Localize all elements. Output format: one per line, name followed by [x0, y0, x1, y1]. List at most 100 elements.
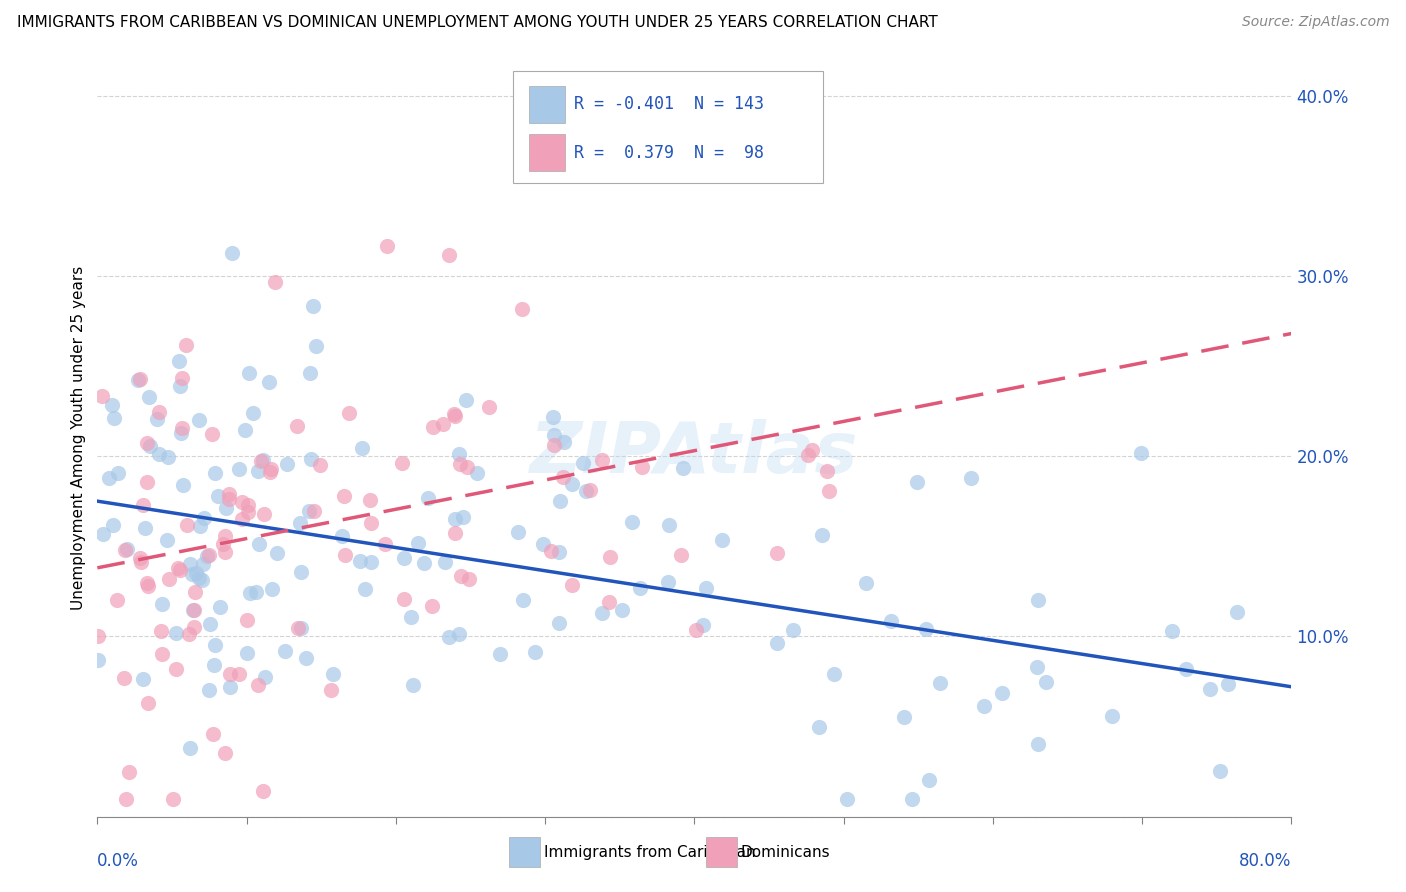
Point — [198, 617, 221, 632]
Point — [375, 239, 398, 253]
Point — [711, 533, 734, 547]
Point — [170, 425, 193, 440]
Text: IMMIGRANTS FROM CARIBBEAN VS DOMINICAN UNEMPLOYMENT AMONG YOUTH UNDER 25 YEARS C: IMMIGRANTS FROM CARIBBEAN VS DOMINICAN U… — [17, 15, 938, 30]
Point — [299, 452, 322, 467]
Point — [252, 784, 274, 798]
Point — [406, 536, 429, 550]
Point — [188, 519, 211, 533]
Point — [815, 464, 838, 478]
Point — [218, 491, 240, 506]
Point — [254, 670, 277, 684]
Point — [591, 452, 613, 467]
Point — [181, 603, 204, 617]
Point — [524, 645, 547, 659]
Point — [973, 698, 995, 713]
Point — [204, 638, 226, 652]
Point — [541, 410, 564, 425]
Point — [299, 366, 322, 380]
Point — [219, 667, 242, 681]
Point — [187, 571, 209, 585]
Point — [236, 498, 259, 512]
Point — [183, 603, 205, 617]
Point — [928, 676, 950, 690]
Point — [548, 494, 571, 508]
Point — [148, 447, 170, 461]
Point — [456, 392, 478, 407]
Point — [548, 545, 571, 559]
Point — [214, 544, 236, 558]
Point — [437, 630, 460, 644]
Point — [422, 420, 444, 434]
Point — [543, 438, 565, 452]
Point — [290, 516, 312, 530]
Point — [349, 554, 371, 568]
Point — [333, 548, 356, 562]
Point — [450, 568, 472, 582]
Point — [176, 517, 198, 532]
Text: Source: ZipAtlas.com: Source: ZipAtlas.com — [1241, 15, 1389, 29]
Point — [444, 409, 467, 423]
Point — [818, 484, 841, 499]
Point — [148, 405, 170, 419]
Point — [835, 791, 858, 805]
Point — [458, 572, 481, 586]
Point — [1218, 677, 1240, 691]
Point — [360, 516, 382, 530]
Point — [170, 421, 193, 435]
Point — [253, 507, 276, 521]
Point — [135, 435, 157, 450]
Point — [322, 667, 344, 681]
Point — [180, 566, 202, 581]
Point — [165, 626, 187, 640]
Point — [1209, 764, 1232, 778]
Point — [392, 550, 415, 565]
Point — [543, 428, 565, 442]
Point — [489, 647, 512, 661]
Point — [855, 576, 877, 591]
Point — [228, 667, 250, 681]
Point — [218, 487, 240, 501]
Point — [246, 678, 269, 692]
Point — [115, 542, 138, 557]
Point — [657, 574, 679, 589]
Point — [162, 791, 184, 805]
Point — [259, 376, 281, 390]
Point — [233, 423, 256, 437]
Point — [443, 407, 465, 421]
Point — [290, 566, 312, 580]
Point — [198, 549, 221, 563]
Point — [540, 544, 562, 558]
Point — [236, 646, 259, 660]
Point — [434, 555, 457, 569]
Point — [136, 696, 159, 710]
Point — [179, 740, 201, 755]
Point — [231, 495, 253, 509]
Point — [669, 548, 692, 562]
Point — [236, 505, 259, 519]
Point — [437, 247, 460, 261]
Point — [235, 613, 257, 627]
Point — [285, 419, 308, 434]
Point — [179, 626, 201, 640]
Point — [172, 478, 194, 492]
Point — [245, 585, 267, 599]
Point — [1026, 660, 1049, 674]
Point — [1026, 593, 1049, 607]
Point — [170, 370, 193, 384]
Point — [252, 453, 274, 467]
Point — [129, 372, 152, 386]
Point — [150, 647, 173, 661]
Point — [579, 483, 602, 497]
Point — [187, 413, 209, 427]
Point — [184, 584, 207, 599]
Point — [807, 720, 830, 734]
Point — [266, 545, 288, 559]
Point — [103, 517, 125, 532]
Point — [561, 578, 583, 592]
Point — [399, 609, 422, 624]
Point — [231, 512, 253, 526]
Text: R = -0.401  N = 143: R = -0.401 N = 143 — [574, 95, 763, 113]
Point — [302, 504, 325, 518]
Point — [692, 618, 714, 632]
Point — [354, 582, 377, 597]
